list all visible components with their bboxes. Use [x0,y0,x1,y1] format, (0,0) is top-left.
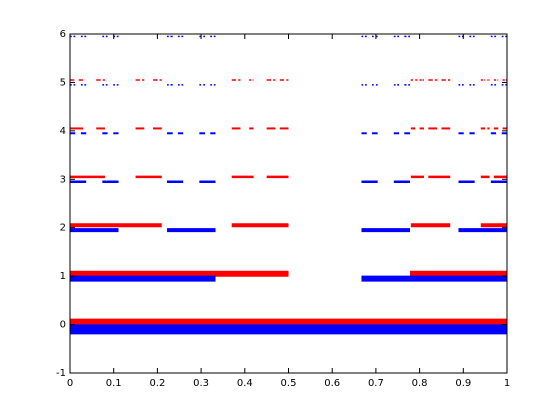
y-tick-label: 5 [60,77,66,88]
x-tick-label: 0.9 [455,378,471,389]
y-tick-label: 0 [60,320,66,331]
x-tick-label: 0 [67,378,73,389]
x-tick-label: 0.7 [368,378,384,389]
x-tick-label: 0.4 [237,378,253,389]
plot-area [70,34,507,373]
x-tick-label: 0.8 [412,378,428,389]
x-tick-label: 0.5 [281,378,297,389]
y-tick-label: 1 [60,271,66,282]
x-tick-label: 0.2 [149,378,165,389]
marks [70,35,507,335]
y-tick-label: 2 [60,223,66,234]
y-tick-label: 6 [60,29,66,40]
x-tick-label: 0.1 [106,378,122,389]
x-tick-label: 0.6 [324,378,340,389]
y-tick-label: 3 [60,174,66,185]
x-tick-label: 1 [504,378,510,389]
y-tick-label: -1 [56,368,66,379]
x-tick-label: 0.3 [193,378,209,389]
y-tick-label: 4 [60,126,66,137]
